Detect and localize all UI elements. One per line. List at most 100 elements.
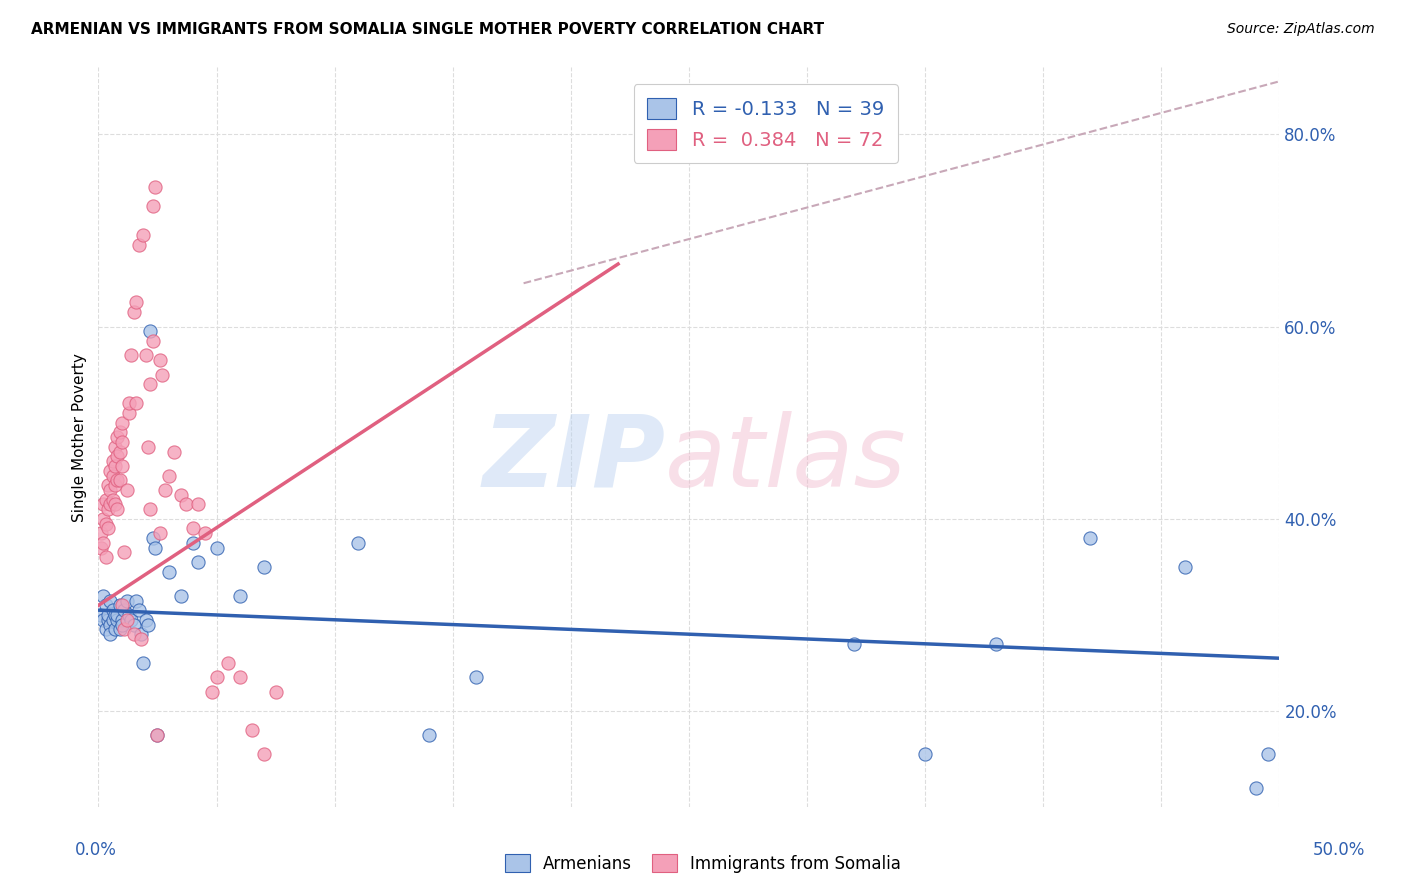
Point xyxy=(112,603,135,617)
Point xyxy=(984,637,1007,651)
Point xyxy=(142,199,165,213)
Point xyxy=(111,434,134,449)
Point xyxy=(94,550,117,565)
Point xyxy=(142,334,165,348)
Point xyxy=(135,348,157,362)
Point xyxy=(139,502,162,516)
Point xyxy=(104,497,127,511)
Point xyxy=(149,526,172,541)
Point xyxy=(217,656,239,670)
Point xyxy=(136,617,159,632)
Point xyxy=(105,613,128,627)
Point xyxy=(108,444,131,458)
Point xyxy=(94,623,117,637)
Point xyxy=(170,488,193,502)
Point xyxy=(104,440,127,454)
Point xyxy=(125,396,148,410)
Point xyxy=(101,613,124,627)
Point xyxy=(97,502,120,516)
Point xyxy=(115,483,138,497)
Point xyxy=(91,613,114,627)
Point xyxy=(104,607,127,622)
Point xyxy=(94,492,117,507)
Point xyxy=(97,613,120,627)
Point xyxy=(1080,531,1102,545)
Point xyxy=(187,555,209,569)
Point xyxy=(108,623,131,637)
Point xyxy=(149,353,172,368)
Point xyxy=(98,483,121,497)
Point xyxy=(98,617,121,632)
Point xyxy=(98,627,121,641)
Point xyxy=(181,536,204,550)
Point xyxy=(264,685,287,699)
Point xyxy=(205,541,228,555)
Point xyxy=(465,670,488,684)
Point xyxy=(108,474,131,488)
Point xyxy=(112,623,135,637)
Point xyxy=(1174,560,1197,574)
Point xyxy=(121,348,143,362)
Point xyxy=(150,368,173,382)
Point xyxy=(143,180,166,194)
Point xyxy=(91,497,114,511)
Point xyxy=(181,521,204,535)
Point xyxy=(101,492,124,507)
Point xyxy=(128,603,150,617)
Text: ZIP: ZIP xyxy=(482,411,665,508)
Point xyxy=(139,324,162,338)
Point xyxy=(105,474,128,488)
Point xyxy=(111,617,134,632)
Point xyxy=(91,589,114,603)
Point xyxy=(128,237,150,252)
Point xyxy=(229,670,252,684)
Point xyxy=(132,656,155,670)
Text: Source: ZipAtlas.com: Source: ZipAtlas.com xyxy=(1227,22,1375,37)
Point xyxy=(115,593,138,607)
Point xyxy=(240,723,263,738)
Point xyxy=(157,468,180,483)
Point xyxy=(98,497,121,511)
Point xyxy=(253,560,276,574)
Point xyxy=(104,458,127,473)
Point xyxy=(98,593,121,607)
Point xyxy=(105,502,128,516)
Point xyxy=(108,425,131,440)
Text: atlas: atlas xyxy=(665,411,907,508)
Point xyxy=(418,728,440,742)
Point xyxy=(104,623,127,637)
Point xyxy=(91,512,114,526)
Point xyxy=(187,497,209,511)
Point xyxy=(118,396,141,410)
Text: ARMENIAN VS IMMIGRANTS FROM SOMALIA SINGLE MOTHER POVERTY CORRELATION CHART: ARMENIAN VS IMMIGRANTS FROM SOMALIA SING… xyxy=(31,22,824,37)
Point xyxy=(122,627,145,641)
Point xyxy=(125,295,148,310)
Point xyxy=(111,599,134,613)
Point xyxy=(1244,780,1267,795)
Point xyxy=(129,627,152,641)
Point xyxy=(90,607,112,622)
Y-axis label: Single Mother Poverty: Single Mother Poverty xyxy=(72,352,87,522)
Point xyxy=(105,430,128,444)
Point xyxy=(111,458,134,473)
Point xyxy=(90,541,112,555)
Point xyxy=(844,637,866,651)
Point xyxy=(112,545,135,559)
Point xyxy=(136,440,159,454)
Point xyxy=(98,464,121,478)
Point xyxy=(205,670,228,684)
Text: 50.0%: 50.0% xyxy=(1312,841,1365,859)
Point xyxy=(174,497,197,511)
Point xyxy=(121,613,143,627)
Point xyxy=(101,603,124,617)
Point xyxy=(97,478,120,492)
Point xyxy=(111,416,134,430)
Point xyxy=(97,607,120,622)
Point xyxy=(135,613,157,627)
Point xyxy=(94,516,117,531)
Point xyxy=(132,228,155,243)
Point xyxy=(90,526,112,541)
Point xyxy=(229,589,252,603)
Point xyxy=(129,632,152,646)
Point xyxy=(108,599,131,613)
